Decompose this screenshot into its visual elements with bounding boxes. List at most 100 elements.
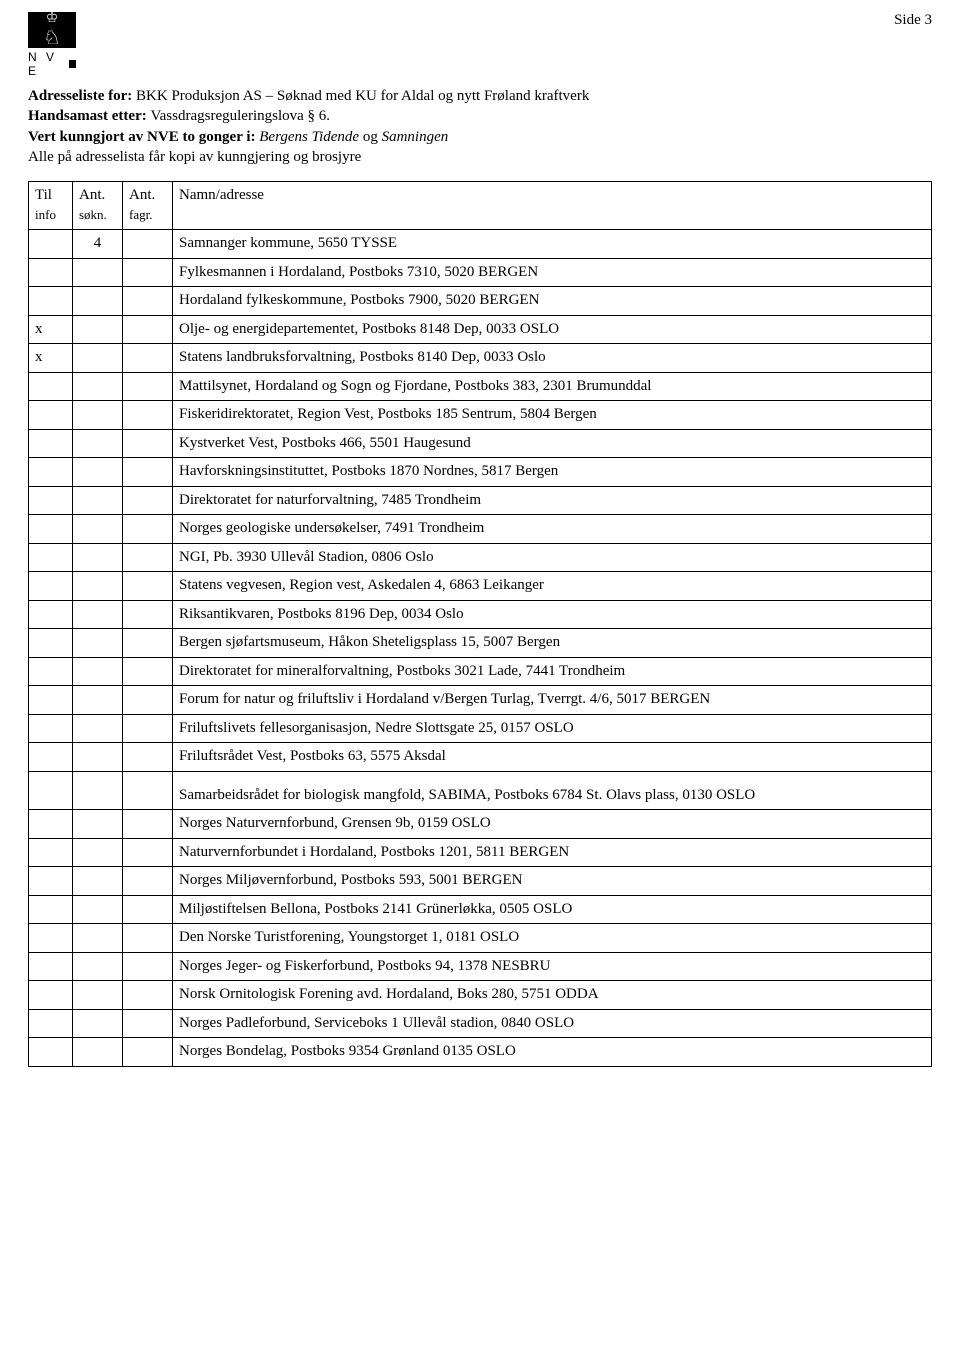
cell-fagr bbox=[123, 287, 173, 316]
cell-sokn bbox=[73, 572, 123, 601]
table-row: Norges Jeger- og Fiskerforbund, Postboks… bbox=[29, 952, 932, 981]
cell-fagr bbox=[123, 600, 173, 629]
logo-letters: N V E bbox=[28, 48, 76, 78]
cell-sokn bbox=[73, 686, 123, 715]
table-row: xOlje- og energidepartementet, Postboks … bbox=[29, 315, 932, 344]
intro-line-3: Vert kunngjort av NVE to gonger i: Berge… bbox=[28, 127, 932, 147]
cell-info bbox=[29, 458, 73, 487]
cell-sokn bbox=[73, 344, 123, 373]
cell-info bbox=[29, 981, 73, 1010]
cell-name: NGI, Pb. 3930 Ullevål Stadion, 0806 Oslo bbox=[173, 543, 932, 572]
cell-info bbox=[29, 867, 73, 896]
cell-sokn bbox=[73, 315, 123, 344]
intro-label-1: Adresseliste for: bbox=[28, 88, 136, 104]
intro-line-4: Alle på adresselista får kopi av kunngje… bbox=[28, 147, 932, 167]
cell-name: Mattilsynet, Hordaland og Sogn og Fjorda… bbox=[173, 372, 932, 401]
cell-fagr bbox=[123, 543, 173, 572]
cell-name: Samnanger kommune, 5650 TYSSE bbox=[173, 230, 932, 259]
table-row: Friluftsrådet Vest, Postboks 63, 5575 Ak… bbox=[29, 743, 932, 772]
cell-fagr bbox=[123, 686, 173, 715]
cell-info bbox=[29, 515, 73, 544]
cell-sokn bbox=[73, 714, 123, 743]
cell-name: Olje- og energidepartementet, Postboks 8… bbox=[173, 315, 932, 344]
table-row: Mattilsynet, Hordaland og Sogn og Fjorda… bbox=[29, 372, 932, 401]
cell-name: Den Norske Turistforening, Youngstorget … bbox=[173, 924, 932, 953]
cell-fagr bbox=[123, 657, 173, 686]
intro-line-1: Adresseliste for: BKK Produksjon AS – Sø… bbox=[28, 86, 932, 106]
cell-fagr bbox=[123, 486, 173, 515]
crown-icon: ♔ bbox=[46, 12, 59, 26]
table-row: NGI, Pb. 3930 Ullevål Stadion, 0806 Oslo bbox=[29, 543, 932, 572]
cell-sokn bbox=[73, 867, 123, 896]
intro-italic-2: Samningen bbox=[382, 129, 449, 145]
table-row: Norges Padleforbund, Serviceboks 1 Ullev… bbox=[29, 1009, 932, 1038]
cell-name: Norges geologiske undersøkelser, 7491 Tr… bbox=[173, 515, 932, 544]
intro-block: Adresseliste for: BKK Produksjon AS – Sø… bbox=[28, 86, 932, 167]
table-header-row: Til info Ant. søkn. Ant. fagr. Namn/adre… bbox=[29, 182, 932, 230]
cell-name: Norges Naturvernforbund, Grensen 9b, 015… bbox=[173, 810, 932, 839]
table-row: Direktoratet for naturforvaltning, 7485 … bbox=[29, 486, 932, 515]
lion-icon: ♘ bbox=[43, 28, 61, 48]
col-header-sokn: Ant. søkn. bbox=[73, 182, 123, 230]
cell-sokn bbox=[73, 287, 123, 316]
cell-fagr bbox=[123, 372, 173, 401]
cell-name: Samarbeidsrådet for biologisk mangfold, … bbox=[173, 771, 932, 810]
table-body: 4 Samnanger kommune, 5650 TYSSEFylkesmann… bbox=[29, 230, 932, 1067]
hdr-sokn-a: Ant. bbox=[79, 187, 105, 203]
cell-info bbox=[29, 743, 73, 772]
table-row: Riksantikvaren, Postboks 8196 Dep, 0034 … bbox=[29, 600, 932, 629]
cell-sokn: 4 bbox=[73, 230, 123, 259]
cell-sokn bbox=[73, 771, 123, 810]
cell-fagr bbox=[123, 429, 173, 458]
cell-info bbox=[29, 258, 73, 287]
cell-info bbox=[29, 924, 73, 953]
cell-sokn bbox=[73, 401, 123, 430]
cell-name: Friluftslivets fellesorganisasjon, Nedre… bbox=[173, 714, 932, 743]
cell-info bbox=[29, 1009, 73, 1038]
cell-name: Norges Padleforbund, Serviceboks 1 Ullev… bbox=[173, 1009, 932, 1038]
cell-name: Norges Bondelag, Postboks 9354 Grønland … bbox=[173, 1038, 932, 1067]
cell-name: Kystverket Vest, Postboks 466, 5501 Haug… bbox=[173, 429, 932, 458]
table-row: Fylkesmannen i Hordaland, Postboks 7310,… bbox=[29, 258, 932, 287]
cell-sokn bbox=[73, 895, 123, 924]
cell-info bbox=[29, 287, 73, 316]
cell-name: Direktoratet for naturforvaltning, 7485 … bbox=[173, 486, 932, 515]
cell-sokn bbox=[73, 838, 123, 867]
hdr-sokn-b: søkn. bbox=[79, 207, 107, 222]
cell-fagr bbox=[123, 981, 173, 1010]
cell-sokn bbox=[73, 1009, 123, 1038]
cell-info bbox=[29, 629, 73, 658]
table-row: 4 Samnanger kommune, 5650 TYSSE bbox=[29, 230, 932, 259]
cell-info: x bbox=[29, 344, 73, 373]
cell-sokn bbox=[73, 981, 123, 1010]
cell-info bbox=[29, 230, 73, 259]
cell-name: Riksantikvaren, Postboks 8196 Dep, 0034 … bbox=[173, 600, 932, 629]
cell-fagr bbox=[123, 743, 173, 772]
cell-info bbox=[29, 372, 73, 401]
table-row: Norges Bondelag, Postboks 9354 Grønland … bbox=[29, 1038, 932, 1067]
cell-name: Hordaland fylkeskommune, Postboks 7900, … bbox=[173, 287, 932, 316]
cell-fagr bbox=[123, 924, 173, 953]
cell-name: Norges Miljøvernforbund, Postboks 593, 5… bbox=[173, 867, 932, 896]
intro-italic-1: Bergens Tidende bbox=[259, 129, 363, 145]
cell-name: Norsk Ornitologisk Forening avd. Hordala… bbox=[173, 981, 932, 1010]
cell-info bbox=[29, 810, 73, 839]
cell-sokn bbox=[73, 952, 123, 981]
page-number: Side 3 bbox=[894, 12, 932, 29]
cell-fagr bbox=[123, 515, 173, 544]
logo-square-icon bbox=[69, 60, 76, 68]
table-row: Kystverket Vest, Postboks 466, 5501 Haug… bbox=[29, 429, 932, 458]
cell-info bbox=[29, 1038, 73, 1067]
cell-info bbox=[29, 401, 73, 430]
hdr-fagr-a: Ant. bbox=[129, 187, 155, 203]
hdr-info-b: info bbox=[35, 207, 56, 222]
cell-fagr bbox=[123, 344, 173, 373]
cell-name: Fylkesmannen i Hordaland, Postboks 7310,… bbox=[173, 258, 932, 287]
intro-text-1: BKK Produksjon AS – Søknad med KU for Al… bbox=[136, 88, 589, 104]
cell-info bbox=[29, 543, 73, 572]
logo-emblem: ♔ ♘ bbox=[28, 12, 76, 48]
cell-fagr bbox=[123, 1038, 173, 1067]
cell-info bbox=[29, 572, 73, 601]
cell-name: Statens vegvesen, Region vest, Askedalen… bbox=[173, 572, 932, 601]
table-row: Samarbeidsrådet for biologisk mangfold, … bbox=[29, 771, 932, 810]
